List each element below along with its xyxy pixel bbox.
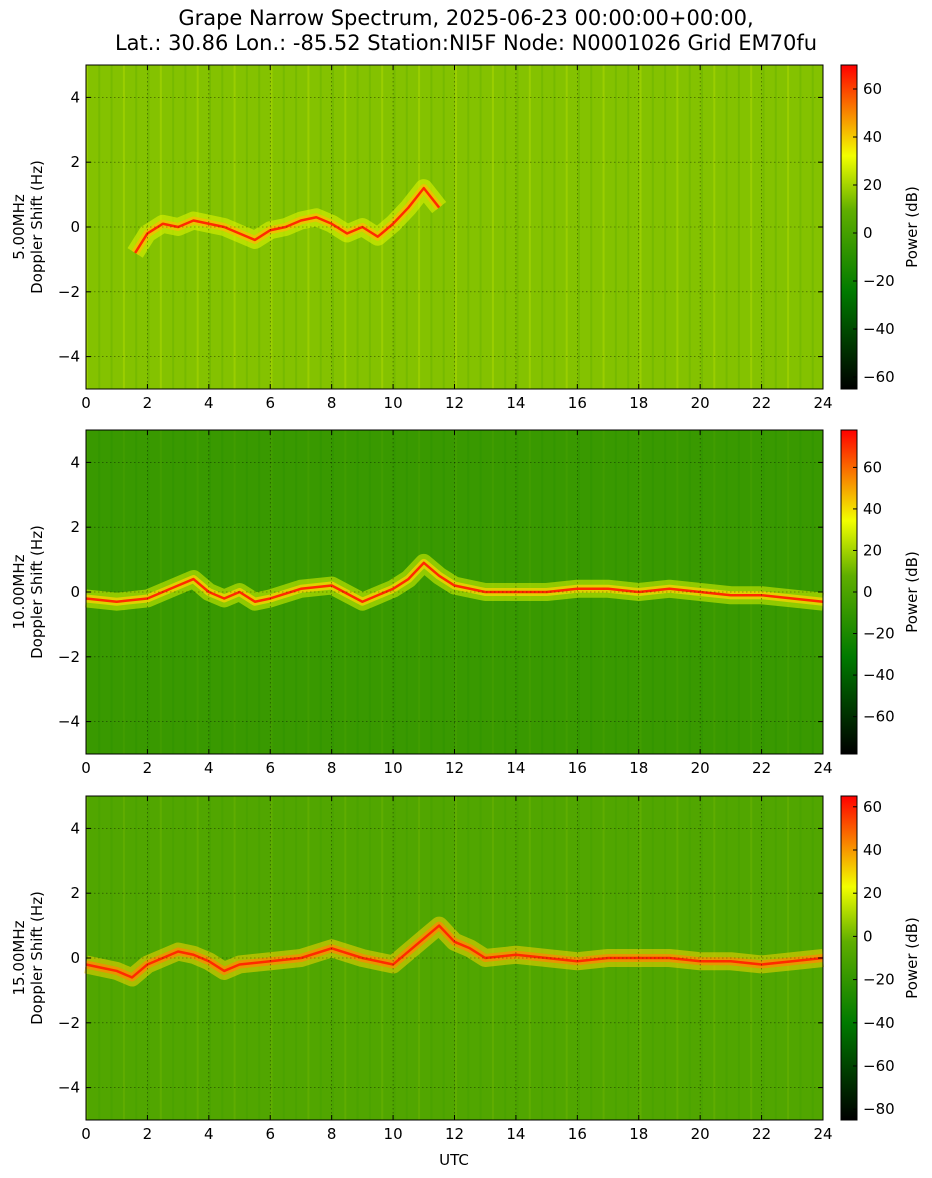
x-tick-label: 24 (813, 759, 832, 777)
x-tick-label: 14 (506, 1125, 525, 1143)
colorbar-tick-label: −60 (863, 708, 895, 726)
x-tick-label: 8 (327, 759, 337, 777)
x-tick-label: 0 (81, 394, 91, 412)
x-tick-label: 16 (568, 394, 587, 412)
colorbar-tick-label: −20 (863, 272, 895, 290)
y-tick-label: 2 (70, 518, 80, 536)
y-tick-label: −4 (58, 1079, 80, 1097)
colorbar-label: Power (dB) (903, 917, 921, 999)
title-line-1: Grape Narrow Spectrum, 2025-06-23 00:00:… (178, 6, 754, 30)
colorbar: −60 −40 −20 0 20 40 60 Power (dB) (840, 429, 921, 755)
y-tick-label: −4 (58, 713, 80, 731)
x-tick-label: 6 (265, 394, 275, 412)
spectrogram-panel-3: 0 2 4 6 8 10 12 14 16 18 20 22 24−4−202415.00MHzDopp… (10, 795, 921, 1143)
x-tick-label: 8 (327, 394, 337, 412)
colorbar-tick-label: −40 (863, 1014, 895, 1032)
colorbar-tick-label: 40 (863, 500, 882, 518)
x-tick-label: 16 (568, 1125, 587, 1143)
colorbar-tick-label: −60 (863, 1057, 895, 1075)
colorbar-tick-label: 60 (863, 798, 882, 816)
x-tick-label: 6 (265, 1125, 275, 1143)
colorbar-label: Power (dB) (903, 551, 921, 633)
grid-lines (86, 65, 823, 389)
x-tick-label: 24 (813, 1125, 832, 1143)
colorbar-tick-label: 0 (863, 583, 873, 601)
x-tick-label: 6 (265, 759, 275, 777)
x-tick-label: 18 (629, 1125, 648, 1143)
x-tick-label: 22 (752, 759, 771, 777)
colorbar-tick-label: 40 (863, 128, 882, 146)
x-tick-label: 2 (143, 394, 153, 412)
colorbar-tick-label: 20 (863, 884, 882, 902)
doppler-trace (85, 924, 824, 979)
x-tick-label: 8 (327, 1125, 337, 1143)
spectrogram-panel-1: 0 2 4 6 8 10 12 14 16 18 20 22 24−4−20245.00MHzDoppl… (10, 64, 921, 412)
colorbar-tick-label: −20 (863, 625, 895, 643)
x-tick-label: 12 (445, 759, 464, 777)
y-tick-label: −2 (58, 648, 80, 666)
x-tick-label: 12 (445, 1125, 464, 1143)
colorbar: −80 −60 −40 −20 0 20 40 60 Power (dB) (840, 795, 921, 1121)
colorbar-tick-label: −80 (863, 1100, 895, 1118)
colorbar: −60 −40 −20 0 20 40 60 Power (dB) (840, 64, 921, 390)
x-tick-label: 10 (384, 1125, 403, 1143)
y-axis-label: 15.00MHzDoppler Shift (Hz) (10, 891, 46, 1025)
x-tick-label: 10 (384, 394, 403, 412)
x-tick-label: 2 (143, 759, 153, 777)
x-tick-label: 16 (568, 759, 587, 777)
colorbar-tick-label: −20 (863, 971, 895, 989)
x-tick-label: 20 (691, 759, 710, 777)
y-tick-label: −4 (58, 348, 80, 366)
x-tick-label: 14 (506, 394, 525, 412)
x-tick-label: 0 (81, 759, 91, 777)
x-tick-label: 18 (629, 394, 648, 412)
x-tick-label: 0 (81, 1125, 91, 1143)
colorbar-tick-label: 0 (863, 224, 873, 242)
x-tick-label: 2 (143, 1125, 153, 1143)
spectrogram-panel-2: 0 2 4 6 8 10 12 14 16 18 20 22 24−4−202410.00MHzDopp… (10, 429, 921, 777)
x-tick-label: 12 (445, 394, 464, 412)
colorbar-tick-label: 20 (863, 176, 882, 194)
y-tick-label: 0 (70, 949, 80, 967)
y-axis-label: 10.00MHzDoppler Shift (Hz) (10, 525, 46, 659)
colorbar-tick-label: −60 (863, 368, 895, 386)
colorbar-tick-label: 0 (863, 927, 873, 945)
y-tick-label: 0 (70, 583, 80, 601)
title-line-2: Lat.: 30.86 Lon.: -85.52 Station:NI5F No… (114, 31, 818, 55)
colorbar-label: Power (dB) (903, 186, 921, 268)
y-axis-label: 5.00MHzDoppler Shift (Hz) (10, 160, 46, 294)
x-tick-label: 14 (506, 759, 525, 777)
x-tick-label: 4 (204, 1125, 214, 1143)
grid-lines (86, 430, 823, 754)
doppler-trace (85, 561, 824, 603)
x-tick-label: 4 (204, 759, 214, 777)
x-tick-label: 18 (629, 759, 648, 777)
colorbar-tick-label: 20 (863, 541, 882, 559)
grid-lines (86, 796, 823, 1120)
figure-title: Grape Narrow Spectrum, 2025-06-23 00:00:… (0, 6, 932, 56)
colorbar-tick-label: 40 (863, 841, 882, 859)
y-tick-label: 2 (70, 884, 80, 902)
x-tick-label: 20 (691, 1125, 710, 1143)
colorbar-tick-label: 60 (863, 458, 882, 476)
y-tick-label: −2 (58, 1014, 80, 1032)
x-tick-label: 24 (813, 394, 832, 412)
y-tick-label: 0 (70, 218, 80, 236)
colorbar-tick-label: −40 (863, 666, 895, 684)
y-tick-label: 2 (70, 153, 80, 171)
colorbar-tick-label: 60 (863, 80, 882, 98)
y-tick-label: 4 (70, 819, 80, 837)
y-tick-label: 4 (70, 88, 80, 106)
y-tick-label: −2 (58, 283, 80, 301)
x-tick-label: 22 (752, 1125, 771, 1143)
colorbar-tick-label: −40 (863, 320, 895, 338)
y-tick-label: 4 (70, 453, 80, 471)
x-tick-label: 4 (204, 394, 214, 412)
x-tick-label: 20 (691, 394, 710, 412)
doppler-trace (134, 186, 441, 254)
x-tick-label: 10 (384, 759, 403, 777)
x-tick-label: 22 (752, 394, 771, 412)
x-axis-label: UTC (439, 1151, 469, 1169)
